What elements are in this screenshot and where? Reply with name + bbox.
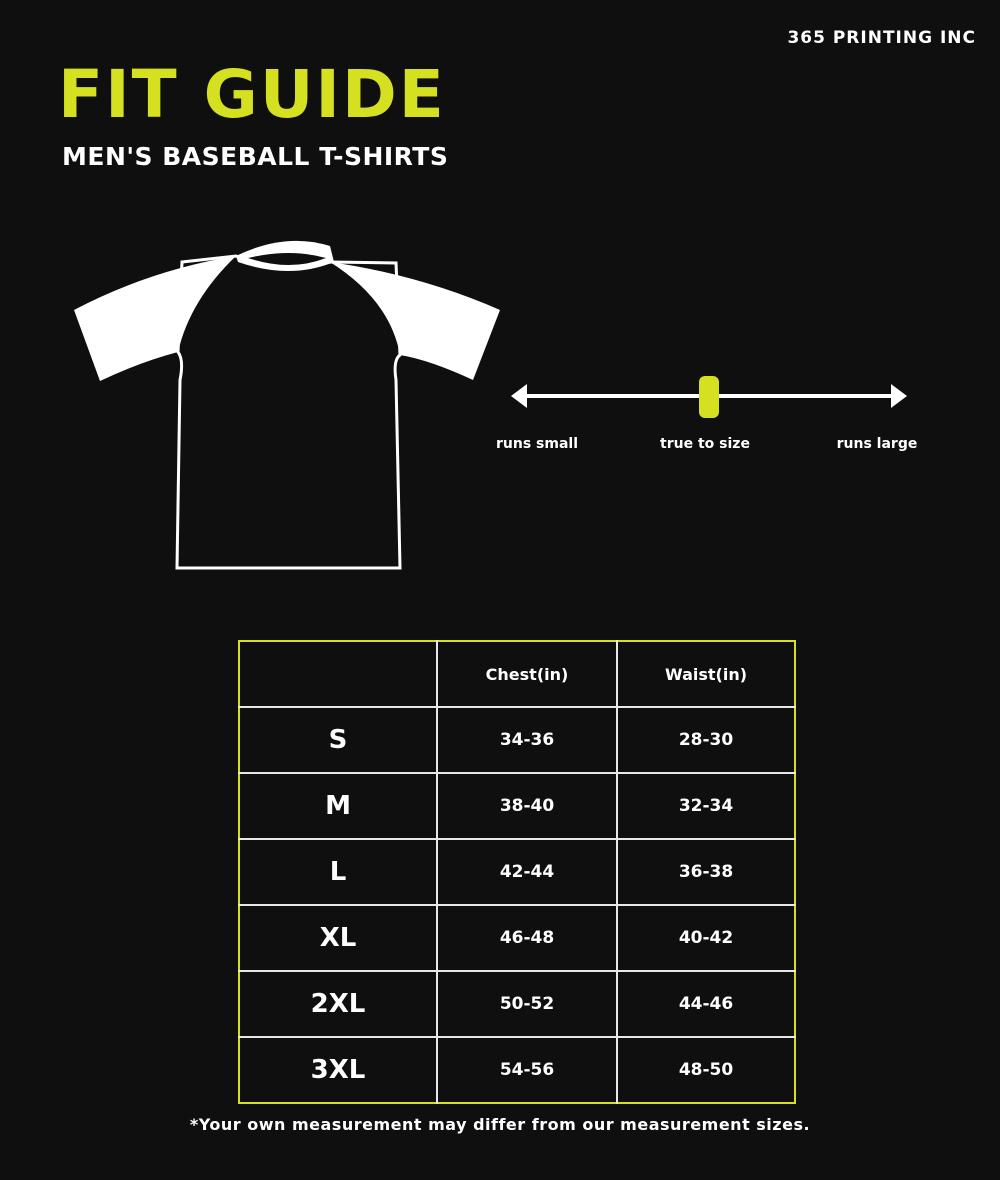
brand-name: 365 PRINTING INC xyxy=(787,28,976,48)
table-header-row: Chest(in) Waist(in) xyxy=(239,641,795,708)
size-cell: L xyxy=(239,838,438,906)
runs-large-label: runs large xyxy=(836,436,918,452)
size-cell: XL xyxy=(239,904,438,972)
table-row: L 42-44 36-38 xyxy=(239,838,795,906)
arrow-left-icon xyxy=(511,384,527,408)
chest-cell: 46-48 xyxy=(436,904,618,972)
fit-scale-bar xyxy=(511,376,907,418)
arrow-right-icon xyxy=(891,384,907,408)
chest-cell: 34-36 xyxy=(436,706,618,774)
fit-scale: runs small true to size runs large xyxy=(496,370,917,451)
waist-cell: 48-50 xyxy=(616,1036,795,1103)
shirt-right-sleeve xyxy=(330,262,500,380)
size-cell: 3XL xyxy=(239,1036,438,1103)
chest-cell: 42-44 xyxy=(436,838,618,906)
header-size xyxy=(239,641,438,708)
size-cell: 2XL xyxy=(239,970,438,1038)
fit-indicator xyxy=(699,376,719,418)
runs-small-label: runs small xyxy=(495,436,578,452)
waist-cell: 32-34 xyxy=(616,772,795,840)
page-title: FIT GUIDE xyxy=(58,56,446,133)
waist-cell: 28-30 xyxy=(616,706,795,774)
header-chest: Chest(in) xyxy=(436,641,618,708)
header-waist: Waist(in) xyxy=(616,641,795,708)
footnote: *Your own measurement may differ from ou… xyxy=(189,1115,811,1134)
size-cell: M xyxy=(239,772,438,840)
chest-cell: 50-52 xyxy=(436,970,618,1038)
waist-cell: 44-46 xyxy=(616,970,795,1038)
size-cell: S xyxy=(239,706,438,774)
page-subtitle: MEN'S BASEBALL T-SHIRTS xyxy=(62,142,449,171)
table-row: 3XL 54-56 48-50 xyxy=(239,1036,795,1103)
table-row: XL 46-48 40-42 xyxy=(239,904,795,972)
baseball-tshirt-illustration xyxy=(74,240,500,570)
shirt-left-sleeve xyxy=(74,256,236,381)
shirt-body-outline xyxy=(175,254,402,570)
table-row: 2XL 50-52 44-46 xyxy=(239,970,795,1038)
waist-cell: 36-38 xyxy=(616,838,795,906)
true-to-size-label: true to size xyxy=(660,436,750,452)
size-table: Chest(in) Waist(in) S 34-36 28-30 M 38-40 32… xyxy=(238,640,796,1104)
table-row: S 34-36 28-30 xyxy=(239,706,795,774)
waist-cell: 40-42 xyxy=(616,904,795,972)
chest-cell: 38-40 xyxy=(436,772,618,840)
chest-cell: 54-56 xyxy=(436,1036,618,1103)
table-row: M 38-40 32-34 xyxy=(239,772,795,840)
